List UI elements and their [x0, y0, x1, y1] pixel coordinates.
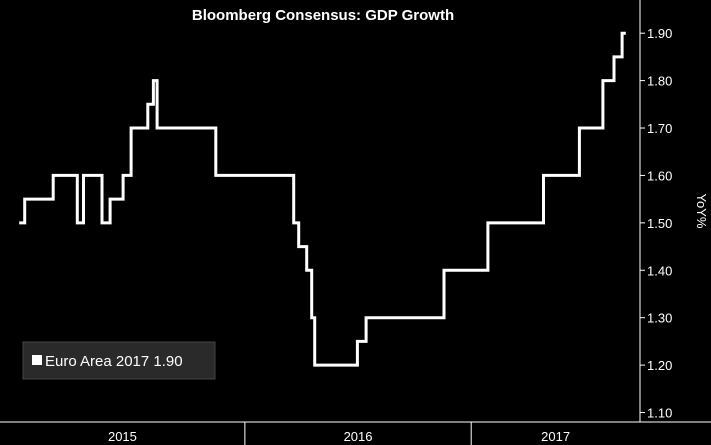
legend-label: Euro Area 2017 1.90 [45, 353, 183, 370]
x-tick-label: 2017 [541, 429, 570, 444]
y-tick-label: 1.50 [647, 216, 672, 231]
y-tick-label: 1.40 [647, 263, 672, 278]
legend: Euro Area 2017 1.90 [22, 341, 216, 380]
x-tick-label: 2015 [108, 429, 137, 444]
y-tick-label: 1.80 [647, 74, 672, 89]
y-axis-title: YoY% [694, 194, 709, 229]
x-axis-ticks: 2015 2016 2017 [108, 422, 570, 445]
y-axis-ticks: 1.10 1.20 1.30 1.40 1.50 1.60 1.70 1.80 1.90 [640, 26, 672, 421]
legend-swatch [32, 355, 42, 365]
legend-box [22, 341, 216, 380]
y-tick-label: 1.90 [647, 26, 672, 41]
y-tick-label: 1.70 [647, 121, 672, 136]
y-tick-label: 1.30 [647, 311, 672, 326]
series-line-euro-area-2017 [19, 31, 626, 367]
x-tick-label: 2016 [344, 429, 373, 444]
y-tick-label: 1.20 [647, 358, 672, 373]
y-tick-label: 1.60 [647, 168, 672, 183]
chart-title: Bloomberg Consensus: GDP Growth [192, 7, 454, 24]
y-tick-label: 1.10 [647, 406, 672, 421]
